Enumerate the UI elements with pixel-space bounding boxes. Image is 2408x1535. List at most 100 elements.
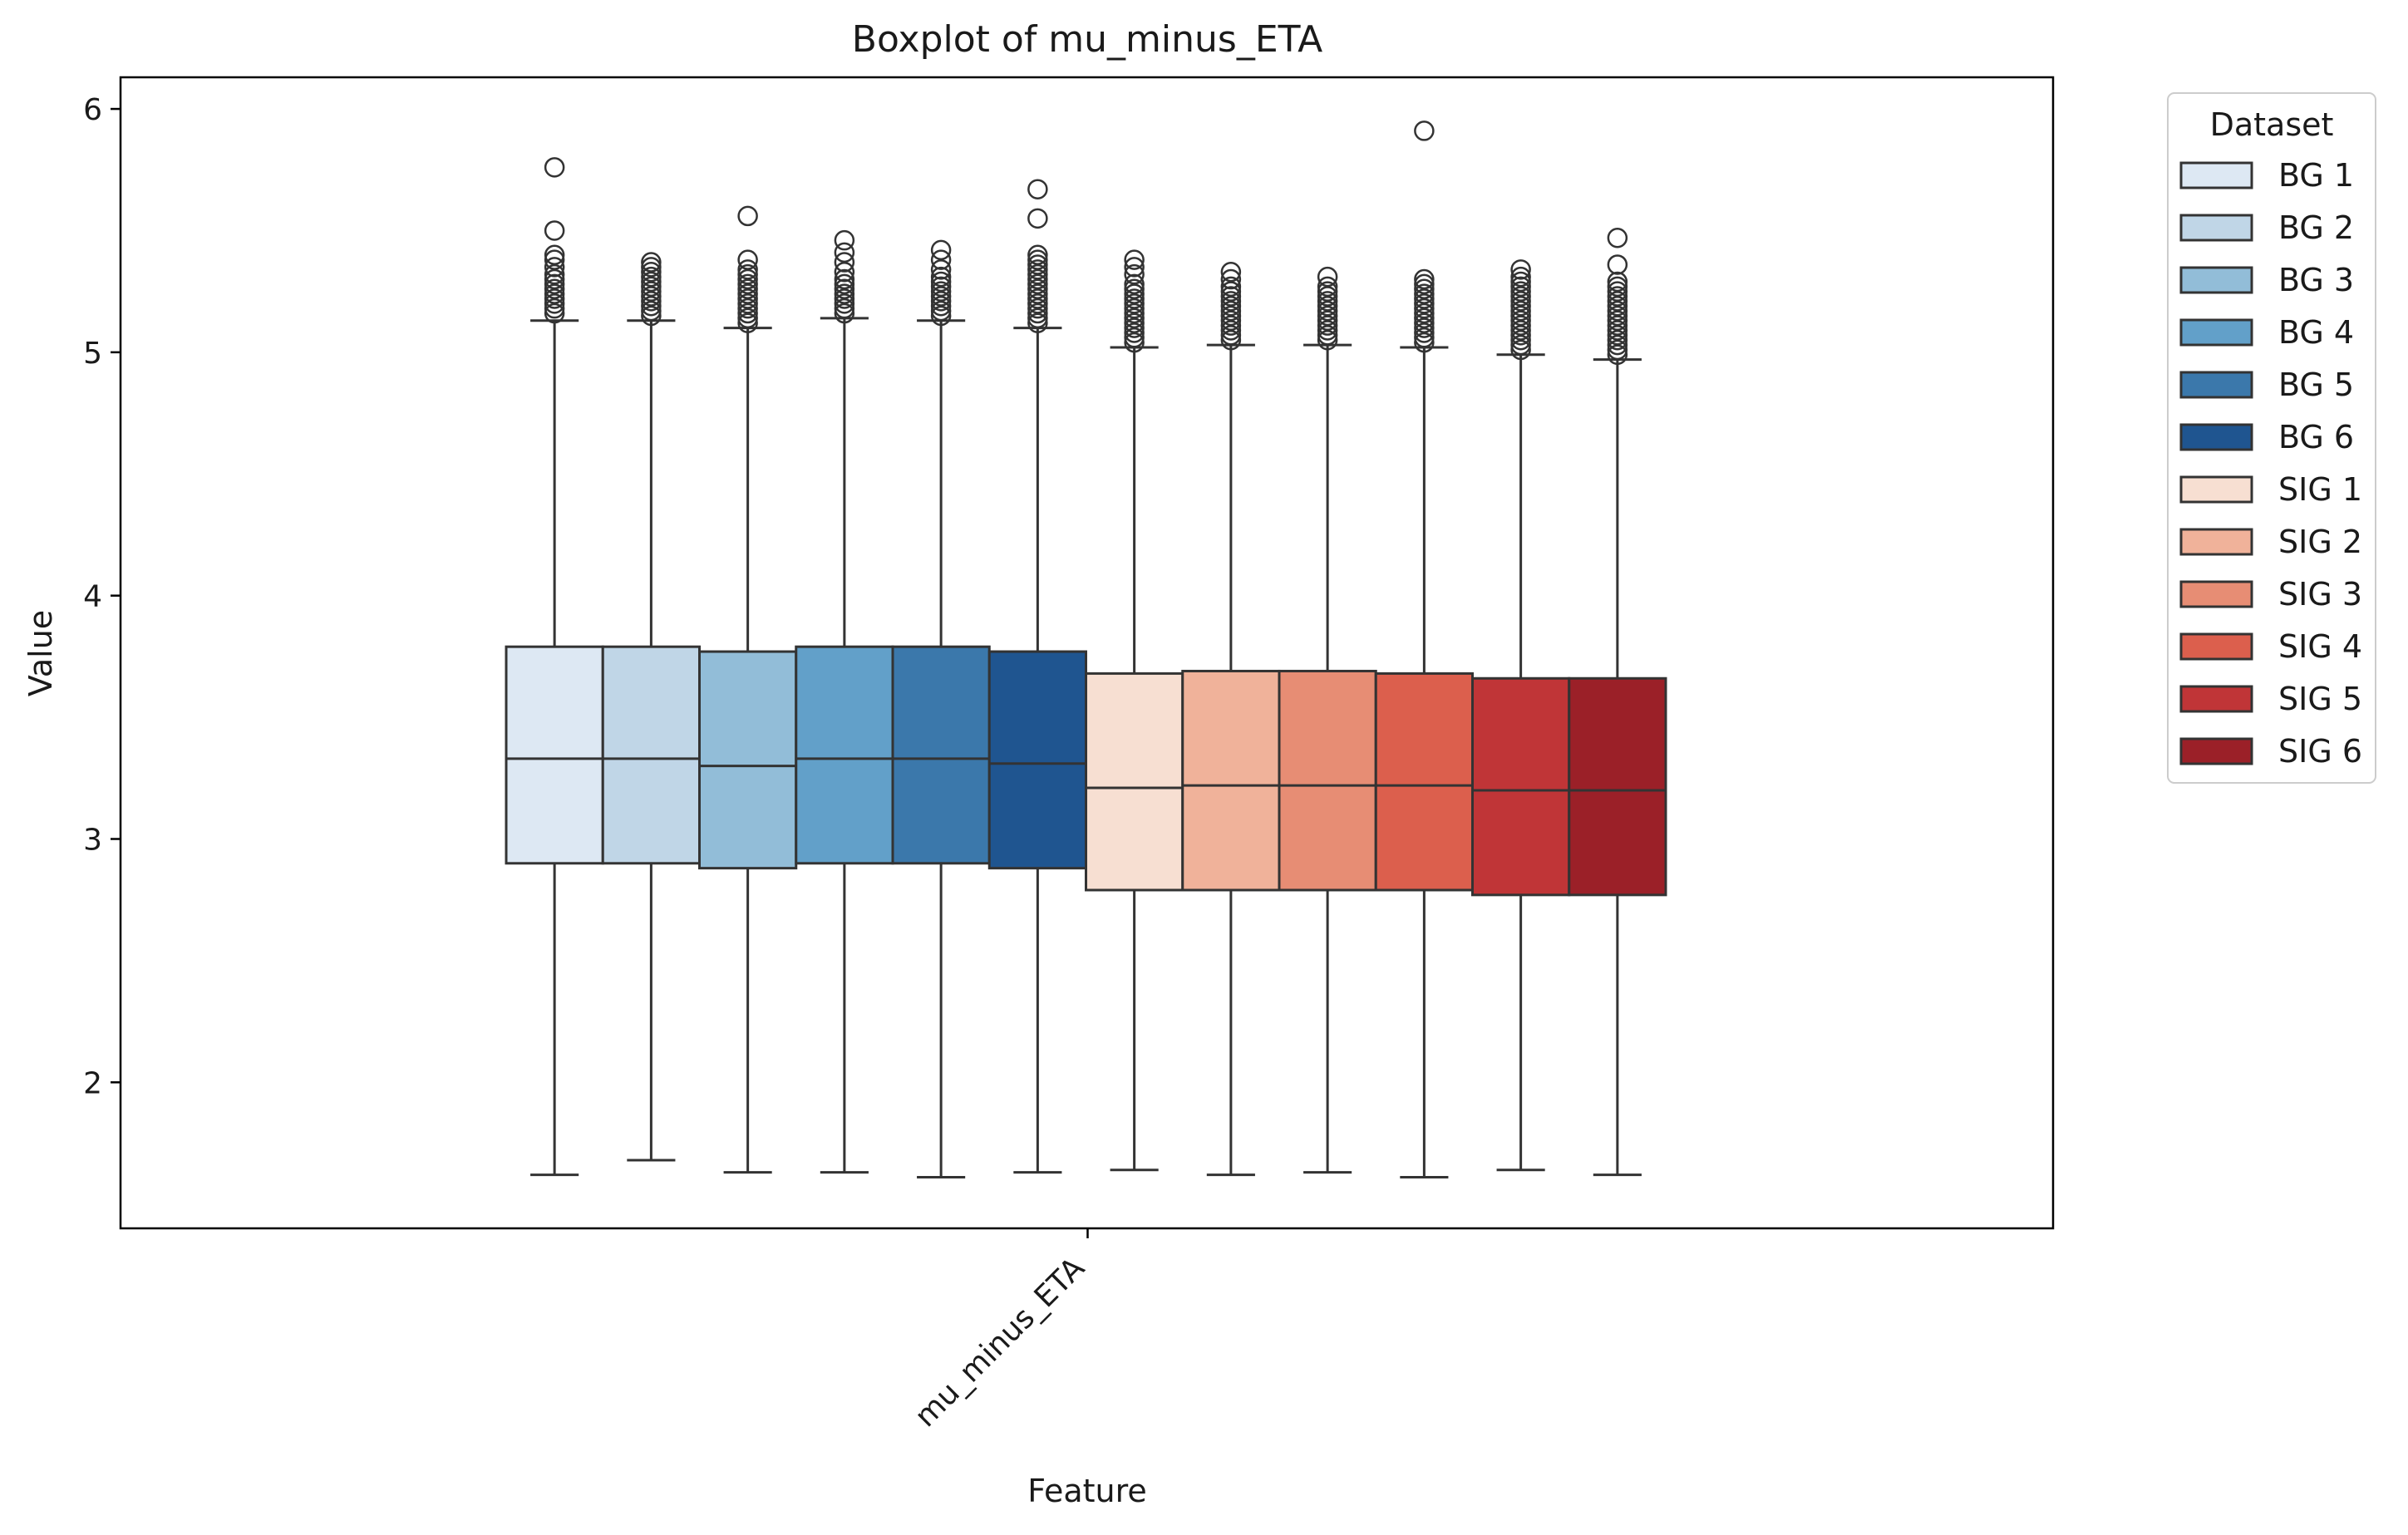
outlier-point — [1027, 312, 1048, 333]
legend-swatch — [2179, 371, 2253, 399]
outlier-point — [1607, 281, 1628, 302]
legend-swatch — [2179, 528, 2253, 556]
outlier-point — [1607, 271, 1628, 293]
outlier-point — [834, 298, 855, 319]
outlier-point — [1510, 334, 1531, 356]
legend-title: Dataset — [2210, 106, 2334, 143]
outlier-point — [737, 312, 758, 333]
outlier-point — [1124, 293, 1145, 314]
y-tick-label: 5 — [83, 337, 102, 371]
outlier-point — [1607, 329, 1628, 351]
outlier-point — [1124, 278, 1145, 299]
box-sig-2 — [1181, 261, 1281, 1177]
outlier-point — [1027, 254, 1048, 275]
outlier-point — [1510, 315, 1531, 336]
outlier-point — [1607, 291, 1628, 312]
outlier-point — [1510, 339, 1531, 361]
outlier-point — [641, 305, 662, 327]
legend-label: SIG 5 — [2278, 681, 2362, 717]
outlier-point — [1220, 310, 1242, 332]
legend-label: BG 6 — [2278, 419, 2354, 455]
outlier-point — [930, 295, 952, 317]
outlier-point — [1124, 312, 1145, 333]
iqr-box — [987, 650, 1087, 870]
outlier-point — [1220, 295, 1242, 317]
outlier-point — [930, 305, 952, 327]
legend-item-sig-4: SIG 4 — [2179, 628, 2362, 665]
outlier-point — [641, 271, 662, 293]
outlier-point — [1607, 334, 1628, 356]
outlier-point — [1607, 320, 1628, 341]
outlier-point — [1414, 268, 1435, 290]
outlier-point — [1220, 329, 1242, 351]
outlier-point — [930, 249, 952, 270]
outlier-point — [1414, 332, 1435, 353]
outlier-point — [737, 263, 758, 285]
outlier-point — [1414, 121, 1435, 141]
outlier-point — [930, 239, 952, 261]
outlier-point — [544, 303, 565, 324]
outlier-point — [1220, 281, 1242, 302]
outlier-point — [737, 307, 758, 329]
chart-title: Boxplot of mu_minus_ETA — [852, 18, 1322, 61]
y-tick-label: 2 — [83, 1066, 102, 1100]
outlier-point — [544, 298, 565, 319]
iqr-box — [698, 650, 798, 870]
outlier-point — [641, 276, 662, 298]
outlier-point — [737, 293, 758, 314]
outlier-point — [834, 293, 855, 314]
legend-item-bg-2: BG 2 — [2179, 209, 2354, 246]
outlier-point — [1607, 254, 1628, 275]
outlier-point — [930, 266, 952, 288]
outlier-point — [1317, 295, 1338, 317]
outlier-point — [1124, 257, 1145, 278]
outlier-point — [544, 273, 565, 295]
outlier-point — [641, 291, 662, 312]
outlier-point — [1607, 310, 1628, 332]
legend-item-bg-3: BG 3 — [2179, 262, 2354, 298]
outlier-point — [544, 288, 565, 309]
x-axis-label: Feature — [1027, 1473, 1147, 1509]
outlier-point — [1027, 179, 1048, 199]
outlier-point — [1220, 305, 1242, 327]
outlier-point — [1124, 303, 1145, 324]
legend-item-sig-3: SIG 3 — [2179, 576, 2362, 613]
legend-swatch — [2179, 266, 2253, 294]
outlier-point — [1510, 276, 1531, 298]
legend-label: BG 2 — [2278, 209, 2354, 246]
iqr-box — [1085, 672, 1184, 892]
outlier-point — [641, 257, 662, 278]
outlier-point — [1510, 295, 1531, 317]
box-bg-1 — [505, 157, 604, 1177]
outlier-point — [1607, 300, 1628, 322]
outlier-point — [1607, 276, 1628, 298]
outlier-point — [1027, 263, 1048, 285]
outlier-point — [1124, 263, 1145, 285]
outlier-point — [1220, 320, 1242, 341]
outlier-point — [1607, 286, 1628, 307]
box-sig-1 — [1085, 249, 1184, 1172]
outlier-point — [834, 278, 855, 299]
outlier-point — [1414, 307, 1435, 329]
outlier-point — [544, 157, 565, 178]
outlier-point — [834, 242, 855, 263]
outlier-point — [1510, 320, 1531, 341]
outlier-point — [834, 229, 855, 251]
outlier-point — [1510, 259, 1531, 280]
outlier-point — [930, 286, 952, 307]
box-bg-5 — [891, 239, 991, 1179]
legend-item-bg-1: BG 1 — [2179, 157, 2354, 194]
outlier-point — [737, 249, 758, 270]
outlier-point — [1124, 283, 1145, 304]
outlier-point — [1607, 228, 1628, 248]
legend-swatch — [2179, 214, 2253, 242]
outlier-point — [1414, 298, 1435, 319]
outlier-point — [1220, 325, 1242, 346]
box-sig-6 — [1568, 228, 1667, 1177]
outlier-point — [1510, 325, 1531, 346]
outlier-point — [1317, 329, 1338, 351]
outlier-point — [1124, 307, 1145, 329]
outlier-point — [737, 278, 758, 299]
outlier-point — [1510, 310, 1531, 332]
outlier-point — [641, 286, 662, 307]
